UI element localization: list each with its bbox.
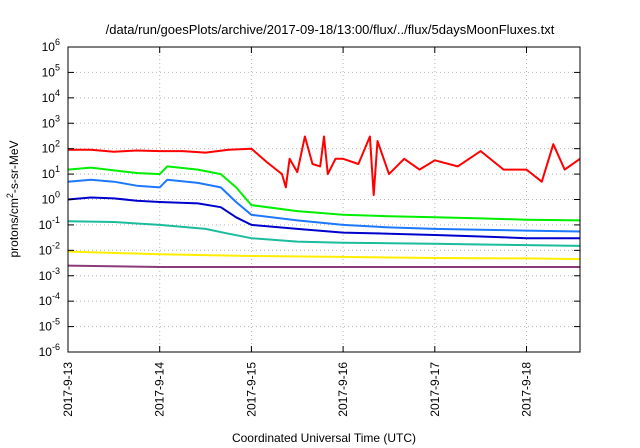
series-line-5 (67, 220, 581, 247)
y-tick-exponent: 3 (55, 113, 60, 123)
y-tick-base: 10 (39, 243, 53, 257)
chart-grid (68, 47, 580, 352)
y-tick-labels: 10-610-510-410-310-210-11001011021031041… (39, 37, 60, 359)
x-axis-label: Coordinated Universal Time (UTC) (232, 431, 416, 445)
y-tick-label: 102 (42, 139, 60, 156)
y-tick-base: 10 (42, 167, 56, 181)
y-axis-label: protons/cm2-s-sr-MeV (5, 140, 21, 257)
y-tick-base: 10 (39, 320, 53, 334)
y-tick-base: 10 (42, 116, 56, 130)
y-tick-label: 101 (42, 164, 60, 181)
y-tick-label: 10-3 (39, 266, 60, 283)
y-tick-exponent: -6 (52, 342, 60, 352)
y-tick-exponent: -3 (52, 266, 60, 276)
chart-title: /data/run/goesPlots/archive/2017-09-18/1… (106, 22, 555, 37)
y-tick-base: 10 (42, 40, 56, 54)
y-tick-label: 105 (42, 62, 60, 79)
x-tick-label: 2017-9-16 (336, 362, 350, 417)
chart-series-group (67, 135, 581, 268)
y-tick-exponent: 1 (55, 164, 60, 174)
y-tick-label: 10-2 (39, 240, 60, 257)
series-line-7 (67, 264, 580, 268)
y-tick-base: 10 (39, 294, 53, 308)
y-tick-exponent: 6 (55, 37, 60, 47)
y-tick-exponent: 5 (55, 62, 60, 72)
y-tick-label: 10-4 (39, 291, 60, 308)
series-line-1 (68, 135, 581, 196)
y-axis-label-sup: 2 (5, 193, 15, 198)
y-tick-base: 10 (42, 193, 56, 207)
y-tick-base: 10 (42, 65, 56, 79)
y-axis-label-pre: protons/cm (7, 198, 21, 257)
series-line-4 (67, 196, 580, 240)
y-tick-label: 103 (42, 113, 60, 130)
y-tick-exponent: -5 (52, 317, 60, 327)
series-line-3 (67, 178, 581, 233)
y-tick-label: 10-1 (39, 215, 60, 232)
y-tick-label: 104 (42, 88, 60, 105)
y-tick-label: 106 (42, 37, 60, 54)
y-tick-base: 10 (39, 345, 53, 359)
x-tick-label: 2017-9-18 (520, 362, 534, 417)
y-tick-label: 10-5 (39, 317, 60, 334)
y-tick-base: 10 (42, 91, 56, 105)
y-tick-exponent: -1 (52, 215, 60, 225)
y-tick-exponent: 0 (55, 190, 60, 200)
series-line-2 (67, 165, 581, 222)
series-line-6 (67, 250, 581, 261)
chart-ticks (67, 46, 580, 353)
y-tick-base: 10 (39, 218, 53, 232)
y-tick-base: 10 (42, 142, 56, 156)
x-tick-label: 2017-9-17 (428, 362, 442, 417)
y-tick-exponent: 4 (55, 88, 60, 98)
y-tick-exponent: -4 (52, 291, 60, 301)
x-tick-labels: 2017-9-13 2017-9-14 2017-9-15 2017-9-16 2017… (61, 362, 534, 417)
x-tick-label: 2017-9-15 (244, 362, 258, 417)
y-axis-label-post: -s-sr-MeV (7, 140, 21, 193)
y-tick-label: 10-6 (39, 342, 60, 359)
x-tick-label: 2017-9-13 (61, 362, 75, 417)
y-tick-exponent: -2 (52, 240, 60, 250)
y-tick-base: 10 (39, 269, 53, 283)
y-tick-label: 100 (42, 190, 60, 207)
y-tick-exponent: 2 (55, 139, 60, 149)
x-tick-label: 2017-9-14 (153, 362, 167, 417)
